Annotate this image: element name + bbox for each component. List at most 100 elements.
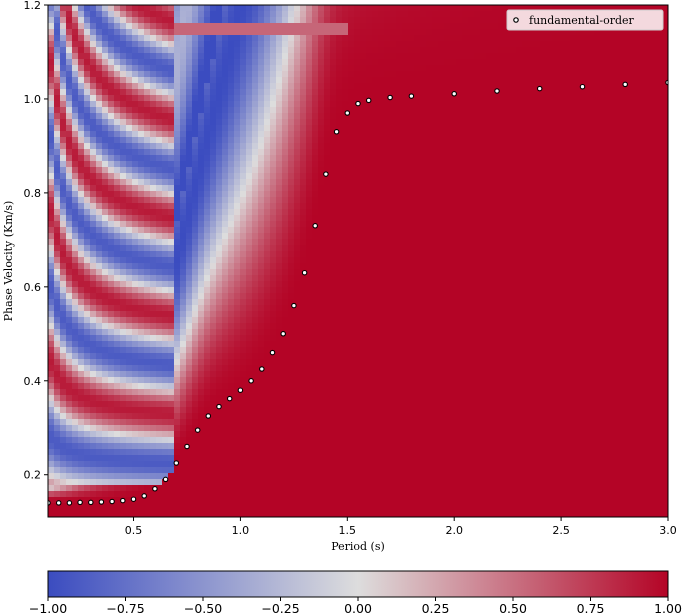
heatmap-cell <box>168 275 175 282</box>
heatmap-cell <box>234 407 241 414</box>
heatmap-cell <box>126 215 133 222</box>
heatmap-cell <box>54 491 61 498</box>
heatmap-cell <box>174 209 181 216</box>
heatmap-cell <box>384 17 391 24</box>
heatmap-cell <box>222 479 229 486</box>
heatmap-cell <box>342 491 349 498</box>
heatmap-cell <box>384 131 391 138</box>
heatmap-cell <box>168 17 175 24</box>
heatmap-cell <box>216 35 223 42</box>
heatmap-cell <box>360 35 367 42</box>
heatmap-cell <box>222 311 229 318</box>
heatmap-cell <box>108 23 115 30</box>
heatmap-cell <box>342 149 349 156</box>
heatmap-cell <box>132 371 139 378</box>
heatmap-cell <box>144 173 151 180</box>
heatmap-cell <box>54 233 61 240</box>
heatmap-cell <box>126 155 133 162</box>
heatmap-cell <box>276 65 283 72</box>
heatmap-cell <box>90 47 97 54</box>
heatmap-cell <box>150 371 157 378</box>
heatmap-cell <box>102 419 109 426</box>
heatmap-cell <box>300 293 307 300</box>
heatmap-cell <box>84 107 91 114</box>
heatmap-cell <box>288 287 295 294</box>
heatmap-cell <box>84 17 91 24</box>
heatmap-cell <box>84 413 91 420</box>
heatmap-cell <box>96 407 103 414</box>
heatmap-cell <box>138 5 145 12</box>
heatmap-cell <box>210 191 217 198</box>
heatmap-cell <box>60 59 67 66</box>
heatmap-cell <box>186 473 193 480</box>
heatmap-cell <box>360 443 367 450</box>
heatmap-cell <box>366 263 373 270</box>
heatmap-cell <box>108 461 115 468</box>
heatmap-cell <box>60 347 67 354</box>
heatmap-cell <box>228 275 235 282</box>
heatmap-cell <box>246 209 253 216</box>
heatmap-cell <box>72 29 79 36</box>
heatmap-cell <box>144 473 151 480</box>
heatmap-cell <box>390 509 397 516</box>
heatmap-cell <box>318 257 325 264</box>
heatmap-cell <box>348 125 355 132</box>
heatmap-cell <box>222 269 229 276</box>
heatmap-cell <box>174 41 181 48</box>
heatmap-cell <box>306 155 313 162</box>
heatmap-cell <box>312 335 319 342</box>
heatmap-cell <box>354 149 361 156</box>
heatmap-cell <box>144 341 151 348</box>
heatmap-cell <box>72 503 79 510</box>
heatmap-cell <box>348 149 355 156</box>
heatmap-cell <box>222 53 229 60</box>
heatmap-cell <box>96 341 103 348</box>
heatmap-cell <box>174 317 181 324</box>
heatmap-cell <box>366 485 373 492</box>
heatmap-cell <box>180 341 187 348</box>
heatmap-cell <box>156 203 163 210</box>
heatmap-cell <box>276 107 283 114</box>
heatmap-cell <box>84 143 91 150</box>
heatmap-cell <box>288 149 295 156</box>
heatmap-cell <box>354 377 361 384</box>
heatmap-cell <box>108 101 115 108</box>
heatmap-cell <box>222 419 229 426</box>
heatmap-cell <box>276 479 283 486</box>
heatmap-cell <box>216 203 223 210</box>
heatmap-cell <box>192 59 199 66</box>
heatmap-cell <box>246 437 253 444</box>
heatmap-cell <box>384 5 391 12</box>
heatmap-cell <box>138 515 145 517</box>
heatmap-cell <box>324 281 331 288</box>
heatmap-cell <box>354 401 361 408</box>
heatmap-cell <box>66 35 73 42</box>
heatmap-cell <box>96 365 103 372</box>
heatmap-cell <box>48 113 55 120</box>
heatmap-cell <box>330 65 337 72</box>
heatmap-cell <box>324 11 331 18</box>
heatmap-cell <box>96 353 103 360</box>
heatmap-cell <box>222 233 229 240</box>
heatmap-cell <box>234 209 241 216</box>
heatmap-cell <box>300 419 307 426</box>
heatmap-cell <box>390 371 397 378</box>
heatmap-cell <box>66 323 73 330</box>
heatmap-cell <box>108 503 115 510</box>
heatmap-cell <box>336 401 343 408</box>
heatmap-cell <box>126 335 133 342</box>
heatmap-cell <box>228 23 235 30</box>
heatmap-cell <box>84 77 91 84</box>
heatmap-cell <box>360 479 367 486</box>
heatmap-cell <box>156 161 163 168</box>
heatmap-cell <box>66 413 73 420</box>
heatmap-cell <box>324 395 331 402</box>
heatmap-cell <box>258 299 265 306</box>
heatmap-cell <box>180 329 187 336</box>
heatmap-cell <box>180 95 187 102</box>
heatmap-cell <box>96 293 103 300</box>
heatmap-cell <box>234 239 241 246</box>
heatmap-cell <box>378 125 385 132</box>
heatmap-cell <box>216 215 223 222</box>
heatmap-cell <box>378 53 385 60</box>
